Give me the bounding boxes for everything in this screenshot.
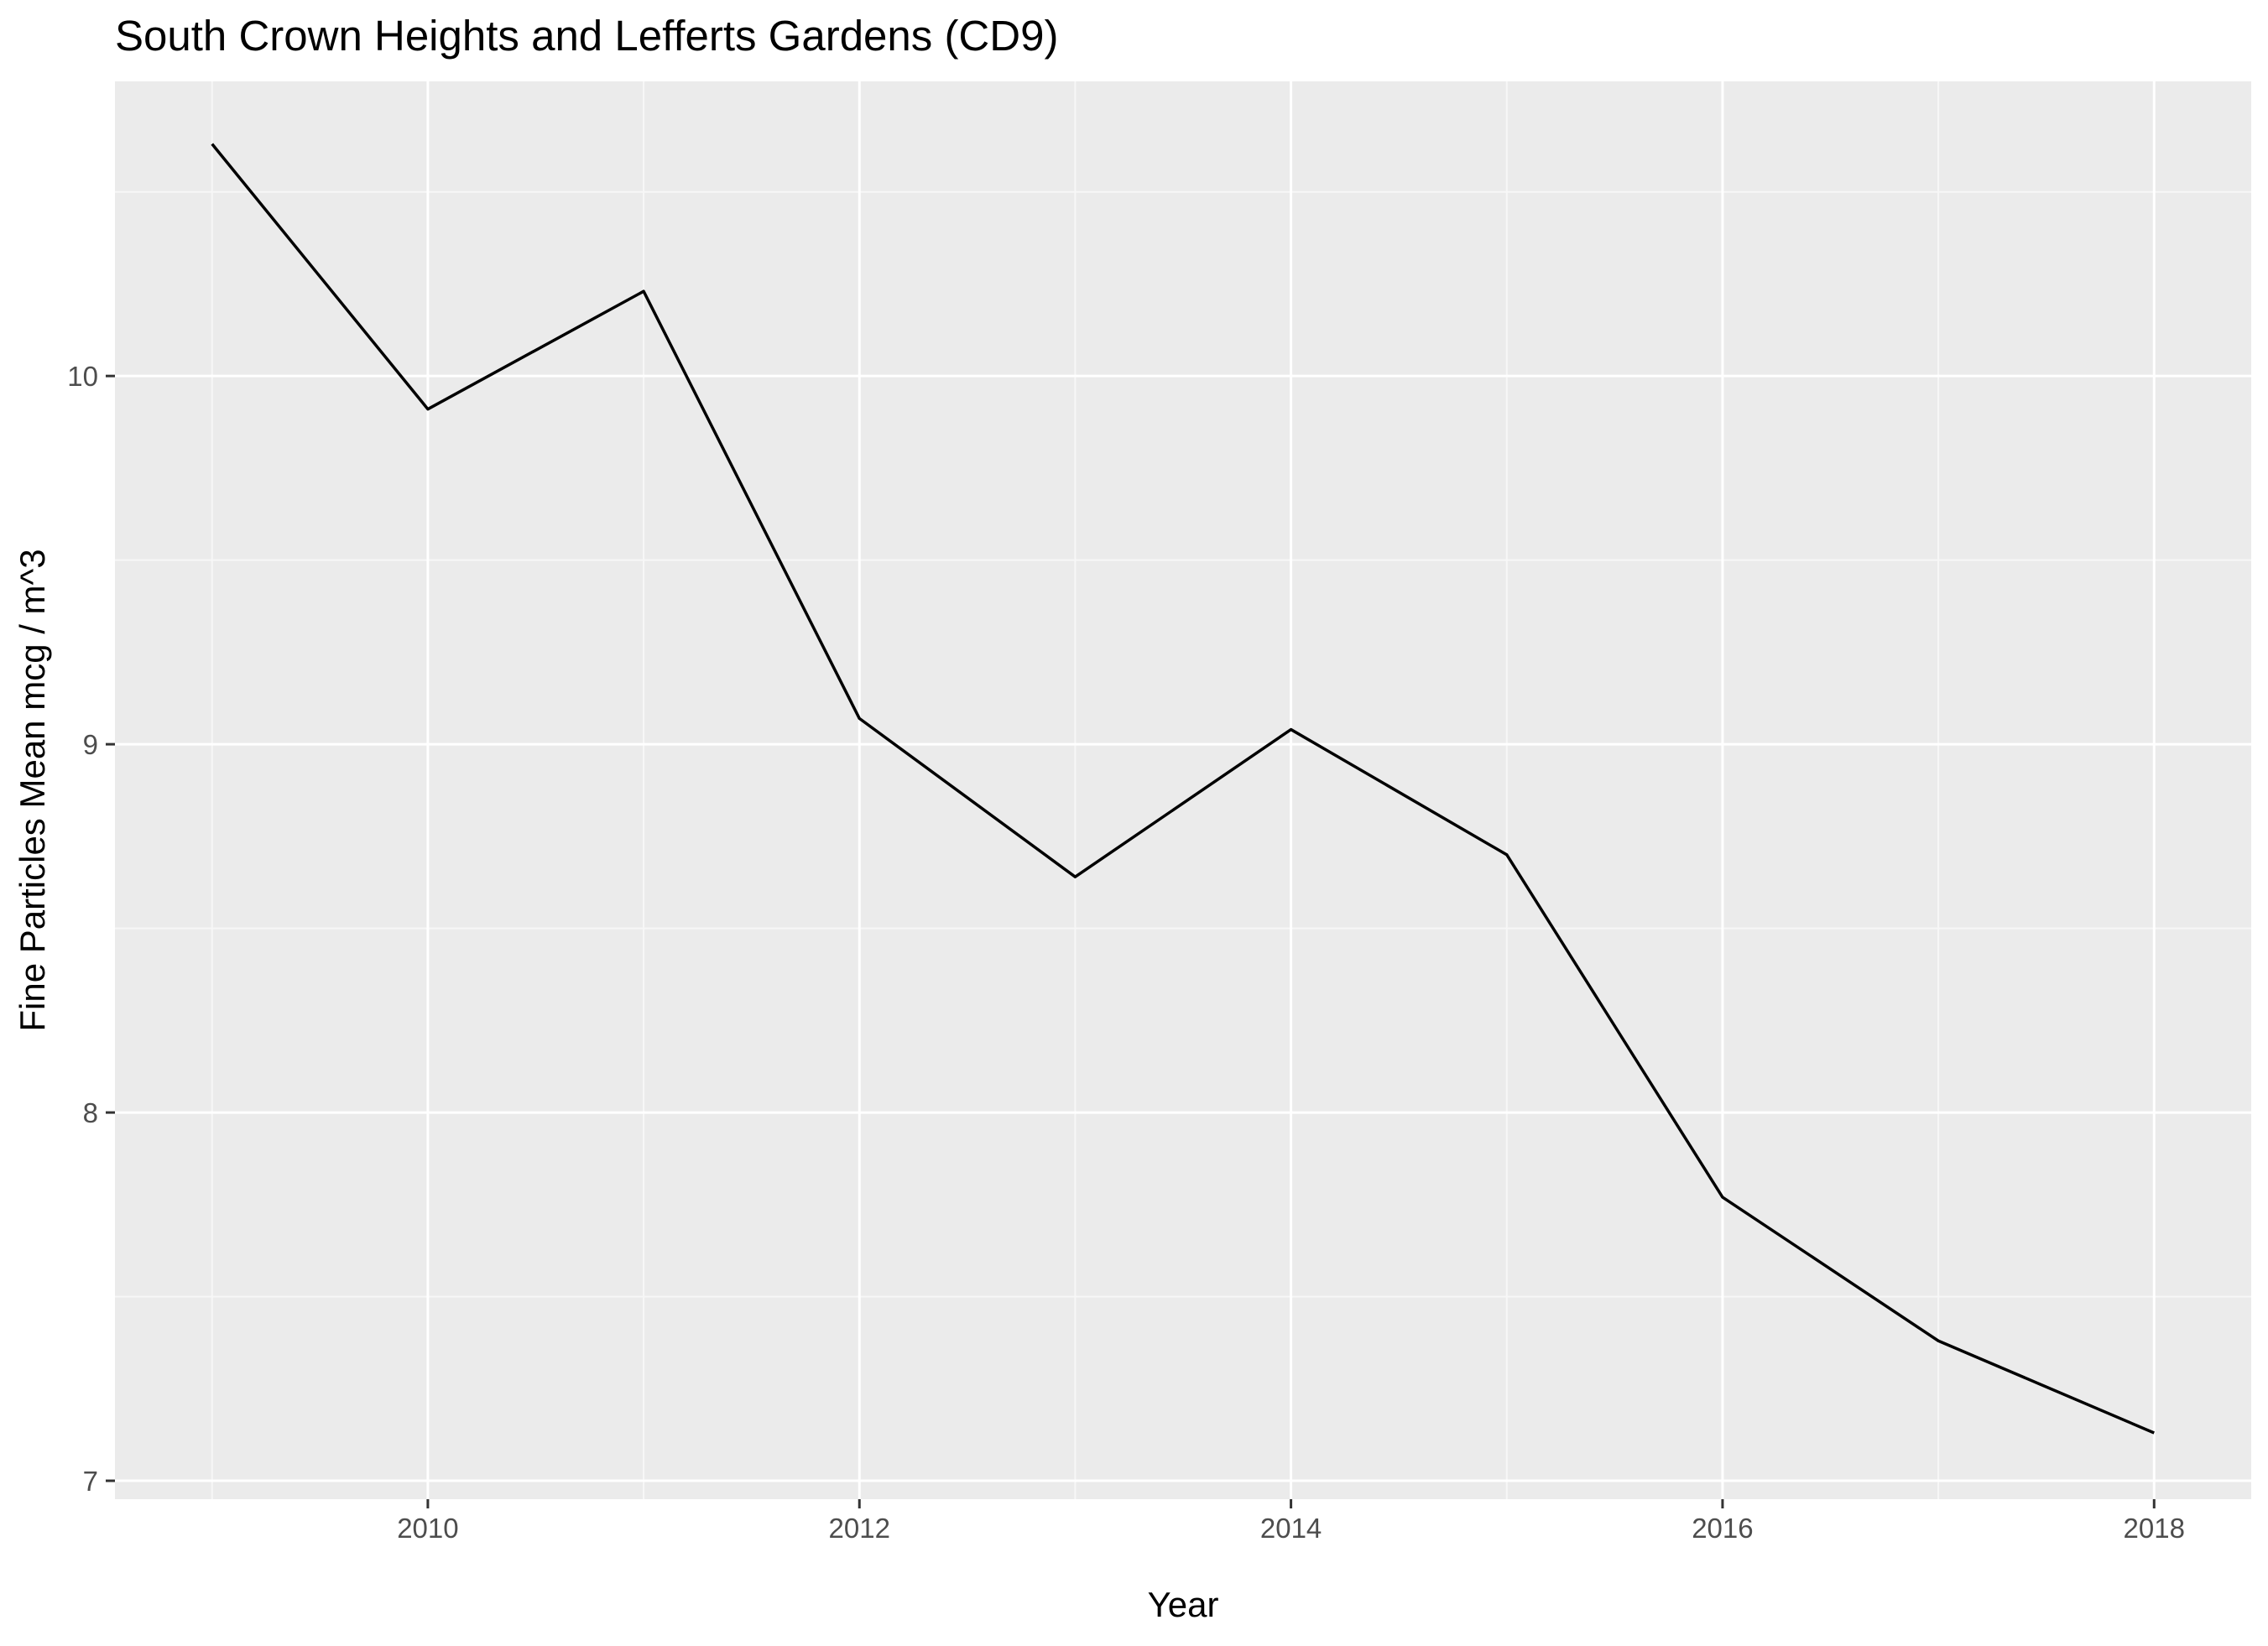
major-gridlines	[115, 81, 2251, 1499]
x-tick-label: 2018	[2124, 1513, 2185, 1544]
chart-title: South Crown Heights and Lefferts Gardens…	[115, 12, 1058, 60]
x-axis-title: Year	[1148, 1585, 1219, 1624]
series-line	[211, 143, 2155, 1435]
y-tick-label: 8	[83, 1097, 98, 1128]
x-tick-label: 2014	[1260, 1513, 1322, 1544]
x-axis: 2010 2012 2014 2016 2018	[397, 1499, 2185, 1544]
y-tick-label: 10	[67, 361, 98, 392]
minor-gridlines	[115, 81, 2251, 1499]
x-tick-label: 2016	[1692, 1513, 1753, 1544]
x-tick-label: 2010	[397, 1513, 458, 1544]
x-tick-label: 2012	[829, 1513, 890, 1544]
y-tick-label: 9	[83, 729, 98, 760]
y-axis: 7 8 9 10	[67, 361, 115, 1497]
y-tick-label: 7	[83, 1466, 98, 1497]
plot-panel	[115, 81, 2251, 1499]
series-layer	[211, 143, 2155, 1435]
y-axis-title: Fine Particles Mean mcg / m^3	[13, 549, 52, 1031]
